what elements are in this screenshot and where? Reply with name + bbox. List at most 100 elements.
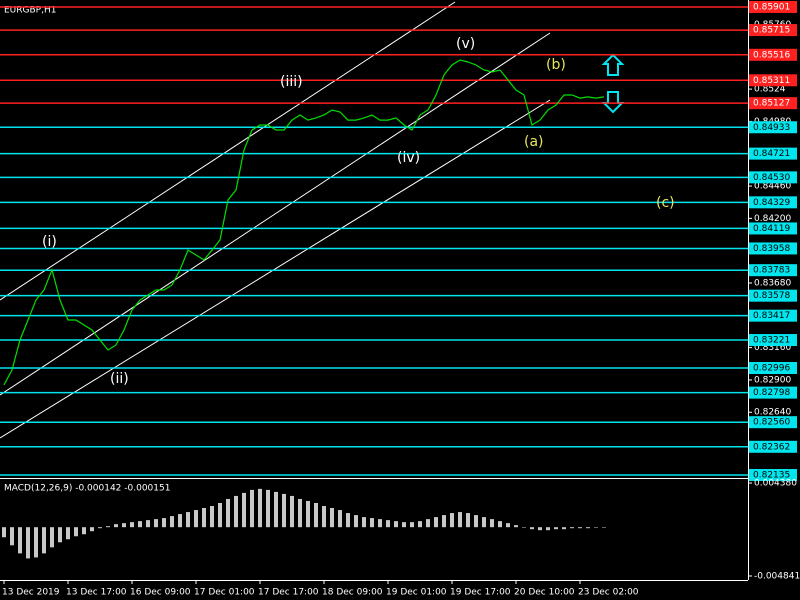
macd-bar [242, 492, 246, 528]
macd-bar [34, 527, 38, 558]
macd-bar [322, 506, 326, 528]
macd-bar [42, 527, 46, 554]
macd-bar [490, 519, 494, 528]
level-label-box [749, 24, 797, 37]
y-tick-label: 0.82900 [754, 375, 791, 385]
macd-bar [378, 519, 382, 528]
level-label-box [749, 171, 797, 184]
macd-bar [402, 522, 406, 528]
macd-bar [74, 527, 78, 537]
x-tick-label: 17 Dec 17:00 [258, 588, 319, 598]
macd-bar [466, 513, 470, 528]
macd-bar [170, 516, 174, 528]
channel [0, 1, 551, 439]
level-label: 0.84530 [753, 173, 790, 183]
macd-bar [114, 524, 118, 528]
macd-bar [554, 527, 558, 530]
level-label: 0.84119 [753, 224, 790, 234]
level-label: 0.83221 [753, 336, 790, 346]
x-tick-label: 20 Dec 10:00 [514, 588, 575, 598]
macd-bar [410, 522, 414, 528]
macd-bar [338, 510, 342, 528]
wave-label: (b) [546, 57, 566, 73]
macd-bar [570, 527, 574, 529]
x-tick-label: 19 Dec 01:00 [386, 588, 447, 598]
macd-bar [522, 527, 526, 528]
level-label: 0.85516 [753, 50, 790, 60]
level-label: 0.84721 [753, 149, 790, 159]
level-label: 0.84329 [753, 198, 790, 208]
macd-bar [306, 500, 310, 528]
macd-bar [234, 495, 238, 528]
level-label-box [749, 362, 797, 375]
macd-bar [498, 521, 502, 528]
macd-bar [250, 489, 254, 528]
macd-bar [586, 527, 590, 529]
macd-bar [474, 515, 478, 528]
macd-bar [426, 519, 430, 528]
level-label: 0.82560 [753, 418, 790, 428]
y-tick-label: 0.84200 [754, 214, 791, 224]
x-tick-label: 16 Dec 09:00 [130, 588, 191, 598]
macd-bar [506, 523, 510, 528]
macd-bar [394, 521, 398, 528]
macd-bar [122, 523, 126, 528]
level-label: 0.83958 [753, 244, 790, 254]
level-label-box [749, 147, 797, 160]
x-tick-label: 13 Dec 2019 [2, 588, 60, 598]
macd-bar [58, 527, 62, 543]
level-label-box [749, 196, 797, 209]
macd-bar [418, 521, 422, 528]
macd-bar [450, 513, 454, 528]
level-label: 0.83417 [753, 311, 790, 321]
level-label: 0.82135 [753, 471, 790, 481]
wave-label: (ii) [110, 371, 129, 387]
macd-bar [162, 518, 166, 528]
macd-bar [282, 493, 286, 528]
level-label-box [749, 74, 797, 87]
level-label-box [749, 0, 797, 13]
macd-bar [290, 495, 294, 528]
macd-bar [138, 521, 142, 528]
level-label: 0.82798 [753, 388, 790, 398]
macd-bar [386, 520, 390, 528]
price-line [3, 59, 605, 386]
level-label-box [749, 242, 797, 255]
level-label-box [749, 48, 797, 61]
macd-bar [482, 517, 486, 528]
wave-label: (iii) [280, 74, 303, 90]
channel-line [0, 32, 551, 396]
macd-bar [202, 508, 206, 528]
macd-bar [514, 525, 518, 528]
macd-bar [50, 527, 54, 548]
macd-bar [594, 527, 598, 528]
wave-label: (iv) [397, 150, 420, 166]
macd-bar [2, 527, 6, 538]
channel-line [0, 1, 456, 301]
macd-bar [90, 527, 94, 532]
macd-bar [562, 527, 566, 530]
level-label: 0.82362 [753, 442, 790, 452]
macd-bar [146, 520, 150, 528]
level-label-box [749, 97, 797, 110]
macd-bar [26, 527, 30, 559]
macd-bar [578, 527, 582, 529]
macd-bar [18, 527, 22, 554]
macd-bar [82, 527, 86, 535]
macd-bar [370, 518, 374, 528]
macd-bar [194, 510, 198, 528]
level-label-box [749, 469, 797, 482]
macd-bar [10, 527, 14, 546]
wave-label: (i) [42, 234, 57, 250]
wave-label: (c) [656, 195, 675, 211]
macd-bar [314, 502, 318, 528]
x-tick-label: 23 Dec 02:00 [578, 588, 639, 598]
macd-bar [346, 513, 350, 528]
macd-bar [66, 527, 70, 540]
macd-bar [442, 515, 446, 528]
macd-bar [226, 498, 230, 528]
macd-bar [354, 515, 358, 528]
macd-bar [218, 502, 222, 528]
